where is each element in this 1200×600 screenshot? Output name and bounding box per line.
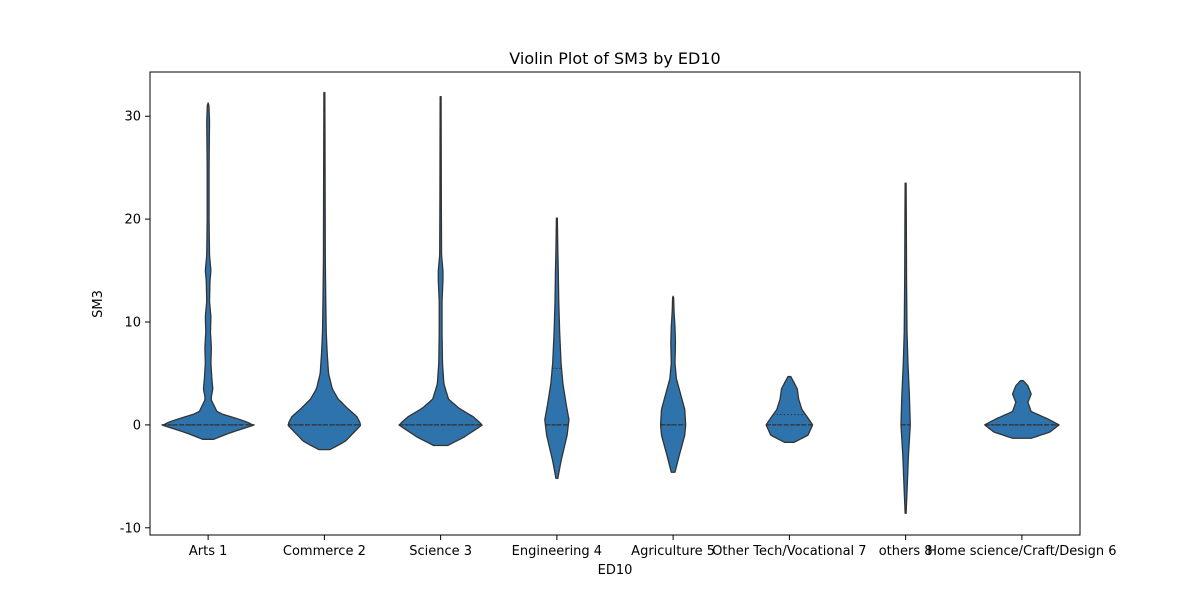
y-tick-label: 30 — [124, 110, 141, 125]
x-axis-label: ED10 — [598, 563, 633, 578]
x-tick-label: others 8 — [879, 544, 933, 559]
violin-7 — [900, 182, 911, 515]
x-tick-label: Science 3 — [409, 544, 472, 559]
violin-1 — [162, 102, 255, 440]
x-tick-label: Agriculture 5 — [631, 544, 715, 559]
y-axis-label: SM3 — [91, 290, 106, 318]
plot-frame — [149, 71, 1081, 536]
violin-8 — [984, 380, 1060, 439]
violin-5 — [659, 295, 687, 473]
y-tick-label: 20 — [124, 213, 141, 228]
x-tick-label: Engineering 4 — [512, 544, 602, 559]
x-tick-label: Commerce 2 — [283, 544, 366, 559]
x-tick-label: Other Tech/Vocational 7 — [712, 544, 866, 559]
violin-3 — [398, 96, 483, 447]
violin-4 — [544, 217, 570, 480]
x-tick-label: Home science/Craft/Design 6 — [927, 544, 1116, 559]
axes-layer: -10 0 10 20 30 Arts 1 Commerce 2 Science 3 Engin… — [120, 71, 1117, 559]
y-tick-label: -10 — [120, 521, 141, 536]
violins-layer — [161, 91, 1060, 515]
y-tick-label: 0 — [133, 418, 141, 433]
x-tick-label: Arts 1 — [189, 544, 228, 559]
violin-2 — [287, 91, 361, 451]
chart-title: Violin Plot of SM3 by ED10 — [509, 49, 720, 68]
violin-6 — [765, 375, 814, 444]
y-tick-label: 10 — [124, 316, 141, 331]
